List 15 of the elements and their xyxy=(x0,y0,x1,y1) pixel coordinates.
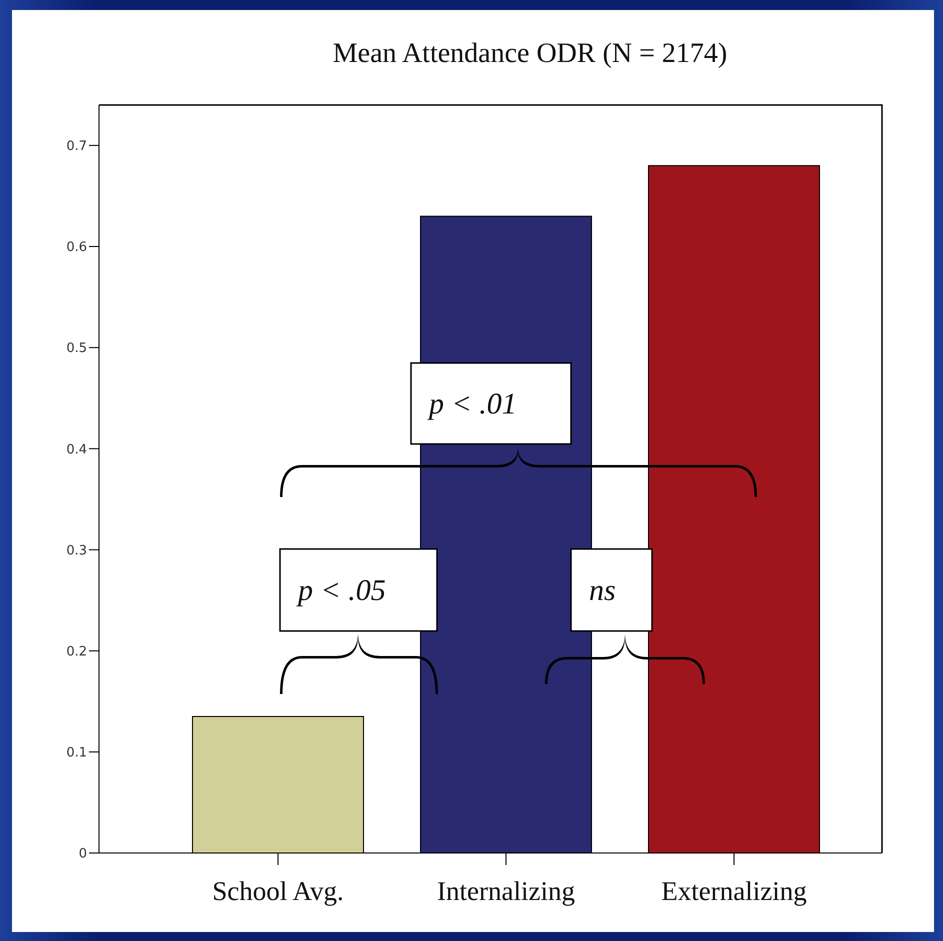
annotation: ns xyxy=(589,574,616,607)
y-tick-label: 0.5 xyxy=(66,341,87,356)
y-tick-label: 0.2 xyxy=(66,644,87,660)
x-tick-label: Internalizing xyxy=(437,876,575,906)
x-tick-label: School Avg. xyxy=(212,876,344,906)
y-tick-label: 0.6 xyxy=(66,240,87,256)
annotation: p < .01 xyxy=(427,388,517,420)
annotation: p < .05 xyxy=(296,574,386,607)
y-tick-label: 0 xyxy=(78,846,87,862)
x-tick-label: Externalizing xyxy=(661,876,807,906)
y-tick-label: 0.7 xyxy=(66,139,87,154)
chart-title: Mean Attendance ODR (N = 2174) xyxy=(332,38,728,70)
y-tick-label: 0.1 xyxy=(66,746,87,761)
y-tick-label: 0.4 xyxy=(66,442,87,458)
y-tick-label: 0.3 xyxy=(66,543,87,558)
